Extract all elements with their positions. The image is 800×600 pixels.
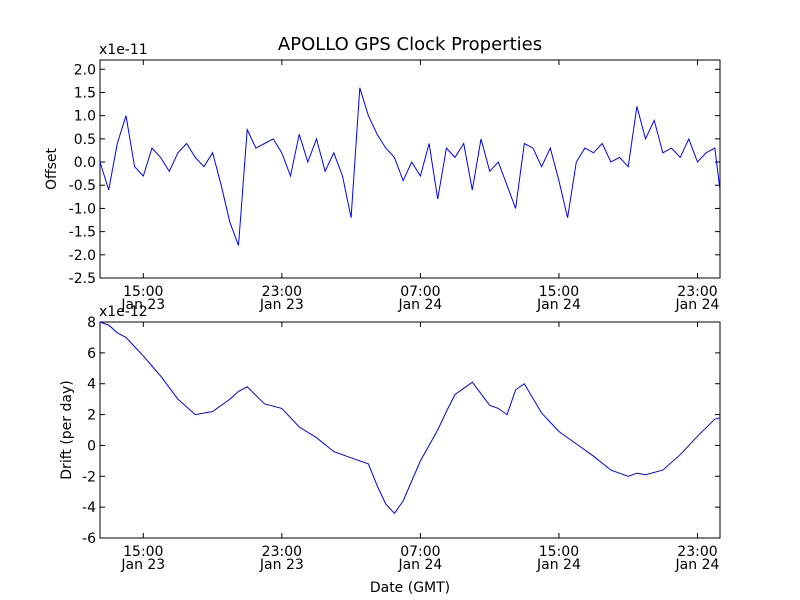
x-tick-date-label: Jan 24	[675, 297, 720, 313]
drift-series-line	[99, 321, 721, 515]
y-tick-label: -2.0	[69, 248, 96, 264]
y-tick-label: 1.0	[74, 109, 96, 125]
drift-y-axis-label: Drift (per day)	[59, 380, 75, 479]
x-tick-date-label: Jan 23	[259, 557, 304, 573]
x-tick-date-label: Jan 24	[536, 557, 581, 573]
y-tick-label: 1.5	[74, 85, 96, 101]
x-tick-time-label: 15:00	[123, 284, 163, 300]
drift-panel: x1e-12 Drift (per day) -6 -4 -2 0 2 4 6 8 15:00…	[59, 304, 721, 573]
y-tick-label: 4	[87, 377, 96, 393]
y-tick-label: 8	[87, 315, 96, 331]
y-tick-label: 0.5	[74, 132, 96, 148]
x-tick-time-label: 23:00	[677, 544, 717, 560]
offset-series-line	[99, 87, 721, 246]
x-tick-date-label: Jan 23	[120, 557, 165, 573]
x-tick-date-label: Jan 24	[536, 297, 581, 313]
x-tick-time-label: 23:00	[262, 544, 302, 560]
x-tick-date-label: Jan 23	[259, 297, 304, 313]
offset-y-ticks: -2.5 -2.0 -1.5 -1.0 -0.5 0.0 0.5 1.0 1.5 2.0	[69, 62, 720, 287]
y-tick-label: -0.5	[69, 178, 96, 194]
x-tick-date-label: Jan 24	[397, 557, 442, 573]
x-tick-time-label: 15:00	[539, 284, 579, 300]
y-tick-label: 0.0	[74, 155, 96, 171]
y-tick-label: 6	[87, 346, 96, 362]
y-tick-label: 2.0	[74, 62, 96, 78]
y-tick-label: -6	[82, 531, 96, 547]
y-tick-label: 2	[87, 408, 96, 424]
x-tick-date-label: Jan 23	[120, 297, 165, 313]
drift-plot-frame	[99, 321, 721, 539]
chart-title: APOLLO GPS Clock Properties	[278, 34, 542, 55]
x-axis-label: Date (GMT)	[370, 580, 450, 596]
x-tick-date-label: Jan 24	[397, 297, 442, 313]
x-tick-time-label: 15:00	[123, 544, 163, 560]
offset-y-axis-label: Offset	[44, 147, 60, 190]
offset-plot-frame	[99, 59, 721, 279]
x-tick-time-label: 23:00	[677, 284, 717, 300]
x-tick-time-label: 23:00	[262, 284, 302, 300]
offset-panel: x1e-11 Offset -2.5 -2.0 -1.5 -1.0 -0.5 0.0 0.5…	[44, 42, 721, 313]
offset-exponent-label: x1e-11	[99, 42, 148, 58]
y-tick-label: 0	[87, 438, 96, 454]
y-tick-label: -2.5	[69, 271, 96, 287]
y-tick-label: -1.0	[69, 201, 96, 217]
x-tick-time-label: 15:00	[539, 544, 579, 560]
y-tick-label: -2	[82, 469, 96, 485]
drift-y-ticks: -6 -4 -2 0 2 4 6 8	[82, 315, 720, 547]
x-tick-time-label: 07:00	[400, 544, 440, 560]
y-tick-label: -4	[82, 500, 96, 516]
x-tick-time-label: 07:00	[400, 284, 440, 300]
drift-exponent-label: x1e-12	[99, 304, 148, 320]
x-tick-date-label: Jan 24	[675, 557, 720, 573]
y-tick-label: -1.5	[69, 225, 96, 241]
